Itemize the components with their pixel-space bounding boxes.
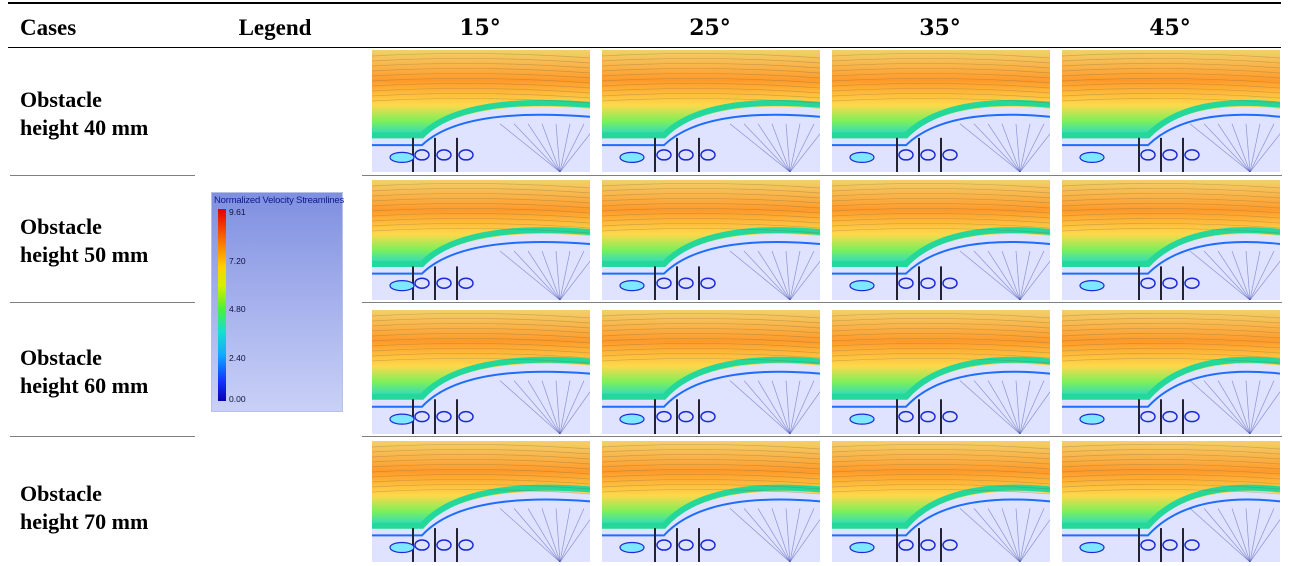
- case-label-line2: height 70 mm: [20, 509, 149, 534]
- legend-title: Normalized Velocity Streamlines: [214, 195, 345, 206]
- legend-value: 4.80: [229, 304, 246, 314]
- legend-value: 7.20: [229, 256, 246, 266]
- column-header-angle-45: 45°: [1149, 15, 1191, 41]
- streamline-image-70mm-45deg: [1062, 441, 1280, 562]
- table-top-rule: [8, 2, 1281, 4]
- column-header-angle-25: 25°: [689, 15, 731, 41]
- case-label-line1: Obstacle: [20, 214, 102, 239]
- legend-value-min: 0.00: [229, 394, 246, 404]
- case-label-line1: Obstacle: [20, 87, 102, 112]
- streamline-image-50mm-35deg: [832, 180, 1050, 300]
- streamline-image-40mm-35deg: [832, 50, 1050, 172]
- case-label-70mm: Obstacle height 70 mm: [20, 480, 200, 536]
- row-divider: [362, 436, 1282, 437]
- column-header-legend: Legend: [238, 15, 312, 40]
- case-label-50mm: Obstacle height 50 mm: [20, 213, 200, 269]
- streamline-image-50mm-15deg: [372, 180, 590, 300]
- row-divider-left: [10, 175, 195, 176]
- streamline-image-60mm-15deg: [372, 310, 590, 434]
- case-label-60mm: Obstacle height 60 mm: [20, 344, 200, 400]
- column-header-angle-35: 35°: [919, 15, 961, 41]
- streamline-image-40mm-25deg: [602, 50, 820, 172]
- case-label-line2: height 60 mm: [20, 373, 149, 398]
- column-header-angle-15: 15°: [459, 15, 501, 41]
- streamline-image-70mm-15deg: [372, 441, 590, 562]
- case-label-line1: Obstacle: [20, 345, 102, 370]
- row-divider-left: [10, 302, 195, 303]
- streamline-image-40mm-45deg: [1062, 50, 1280, 172]
- streamline-image-50mm-45deg: [1062, 180, 1280, 300]
- legend-color-bar: [218, 209, 226, 401]
- velocity-legend: Normalized Velocity Streamlines 9.61 7.2…: [211, 192, 345, 412]
- streamline-image-70mm-25deg: [602, 441, 820, 562]
- table-header-rule: [8, 47, 1281, 48]
- case-label-line1: Obstacle: [20, 481, 102, 506]
- streamline-image-60mm-45deg: [1062, 310, 1280, 434]
- streamline-image-60mm-25deg: [602, 310, 820, 434]
- column-header-cases: Cases: [20, 15, 77, 40]
- row-divider: [362, 175, 1282, 176]
- streamline-image-40mm-15deg: [372, 50, 590, 172]
- case-label-line2: height 40 mm: [20, 115, 149, 140]
- row-divider: [362, 302, 1282, 303]
- streamline-image-70mm-35deg: [832, 441, 1050, 562]
- streamline-image-50mm-25deg: [602, 180, 820, 300]
- streamline-image-60mm-35deg: [832, 310, 1050, 434]
- legend-value-max: 9.61: [229, 207, 246, 217]
- legend-value: 2.40: [229, 353, 246, 363]
- row-divider-left: [10, 436, 195, 437]
- case-label-line2: height 50 mm: [20, 242, 149, 267]
- case-label-40mm: Obstacle height 40 mm: [20, 86, 200, 142]
